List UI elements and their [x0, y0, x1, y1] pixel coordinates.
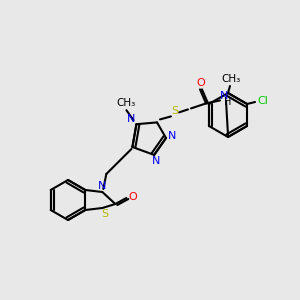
Text: N: N	[152, 156, 160, 166]
Text: Cl: Cl	[258, 96, 268, 106]
Text: N: N	[220, 92, 228, 101]
Text: N: N	[127, 114, 136, 124]
Text: S: S	[101, 209, 108, 219]
Text: N: N	[168, 131, 176, 141]
Text: O: O	[196, 78, 206, 88]
Text: N: N	[98, 181, 106, 191]
Text: CH₃: CH₃	[117, 98, 136, 108]
Text: H: H	[224, 98, 232, 107]
Text: CH₃: CH₃	[221, 74, 241, 84]
Text: O: O	[128, 192, 137, 202]
Text: S: S	[171, 106, 178, 116]
